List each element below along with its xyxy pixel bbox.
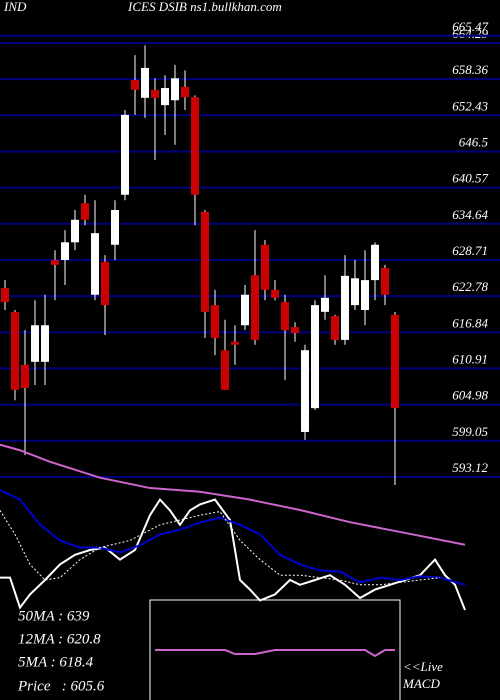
candle-body [341,275,349,340]
candle-body [1,288,9,303]
macd-line [155,649,395,658]
candle-body [361,280,369,310]
candle-body [311,305,319,409]
y-tick-label: 658.36 [452,62,488,77]
candle-body [281,302,289,331]
candle-body [71,219,79,243]
indicator-line [0,489,466,586]
candle-body [351,278,359,306]
y-tick-label: 593.12 [452,460,488,475]
candle-body [131,80,139,90]
candle-body [11,311,19,390]
y-tick-label: 604.98 [452,388,488,403]
y-tick-label: 652.43 [452,98,488,113]
moving-average [0,443,466,546]
candle-body [61,242,69,260]
annotation: 12MA : 620.8 [18,631,101,647]
annotation: Price : 605.6 [17,678,105,694]
candle-body [371,244,379,281]
chart-title: IND [3,0,27,14]
y-tick-label: 640.57 [452,171,488,186]
y-tick-label: 610.91 [452,351,488,366]
annotation: 50MA : 639 [18,608,90,624]
candle-body [91,233,99,295]
y-tick-label: 665.47 [452,19,488,34]
candle-body [251,275,259,340]
candle-body [141,67,149,98]
candle-body [151,89,159,98]
candle-body [231,341,239,345]
candle-body [211,305,219,339]
indicator-line [0,510,441,586]
candle-body [81,203,89,220]
y-tick-label: 646.5 [459,134,489,149]
candle-body [171,78,179,101]
candle-body [111,210,119,245]
candle-body [321,297,329,312]
candle-body [181,86,189,98]
candle-body [221,350,229,390]
macd-box [149,599,401,700]
macd-label: MACD [402,676,440,691]
candle-body [201,211,209,312]
candle-body [271,289,279,298]
chart-subtitle: ICES DSIB ns1.bullkhan.com [127,0,282,14]
annotation: 5MA : 618.4 [18,654,94,670]
candle-body [51,260,59,265]
y-tick-label: 622.78 [452,279,488,294]
candle-body [331,316,339,340]
candle-body [391,314,399,409]
indicator-line [0,497,466,611]
live-label: <<Live [403,659,443,674]
candle-body [31,325,39,362]
candle-body [191,97,199,195]
candle-body [101,261,109,306]
candle-body [121,114,129,195]
y-tick-label: 634.64 [452,207,488,222]
y-tick-label: 616.84 [452,315,488,330]
y-tick-label: 628.71 [452,243,488,258]
y-tick-label: 664.29 [452,26,488,41]
candle-body [261,244,269,290]
candle-body [41,325,49,362]
candle-body [241,294,249,326]
candle-body [381,267,389,295]
candle-body [291,327,299,334]
candle-body [21,364,29,389]
y-tick-label: 599.05 [452,424,488,439]
candle-body [301,350,309,432]
candle-body [161,88,169,106]
